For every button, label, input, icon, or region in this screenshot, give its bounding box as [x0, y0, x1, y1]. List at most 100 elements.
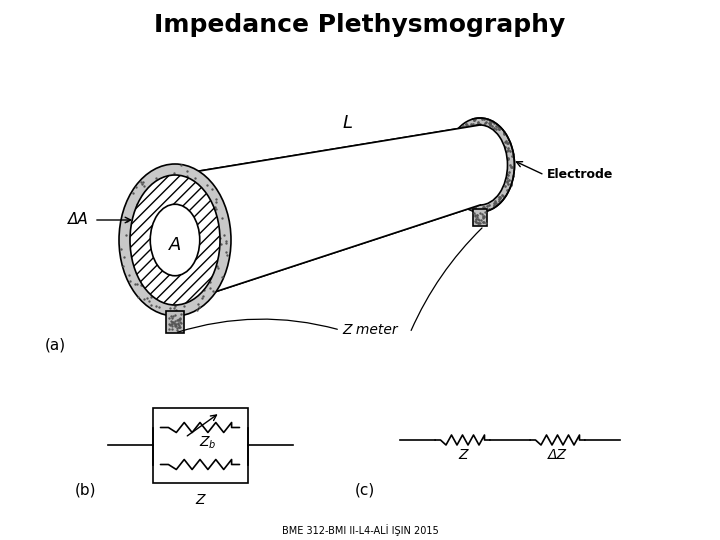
Point	[448, 147, 459, 156]
Point	[468, 116, 480, 124]
Point	[168, 312, 179, 320]
Point	[135, 178, 146, 186]
Point	[164, 321, 176, 329]
Text: Z: Z	[458, 448, 468, 462]
Point	[169, 310, 181, 319]
Point	[493, 125, 505, 133]
Point	[220, 248, 232, 256]
Point	[501, 170, 513, 179]
Point	[221, 251, 233, 259]
Point	[483, 119, 495, 127]
Point	[488, 198, 500, 207]
Point	[507, 172, 518, 180]
Point	[498, 192, 509, 201]
Point	[472, 213, 483, 221]
Point	[503, 171, 514, 179]
Point	[470, 206, 482, 215]
Point	[503, 154, 514, 163]
Point	[150, 301, 161, 310]
Point	[176, 161, 187, 170]
Point	[170, 321, 181, 330]
Point	[478, 204, 490, 213]
Point	[216, 273, 228, 282]
Point	[218, 231, 230, 239]
Point	[176, 309, 187, 318]
Point	[490, 197, 501, 205]
Point	[444, 143, 455, 151]
Point	[443, 154, 454, 163]
Point	[478, 203, 490, 212]
Point	[461, 121, 472, 130]
Point	[451, 136, 462, 145]
Point	[456, 192, 467, 201]
Point	[463, 202, 474, 211]
Point	[446, 167, 457, 176]
Point	[131, 200, 143, 209]
Point	[480, 219, 492, 227]
Point	[189, 174, 201, 183]
Point	[489, 199, 500, 207]
Point	[118, 253, 130, 261]
Point	[175, 319, 186, 327]
Point	[501, 173, 513, 182]
Point	[169, 321, 181, 330]
Point	[479, 218, 490, 227]
Point	[451, 190, 463, 198]
Point	[168, 319, 180, 327]
Point	[477, 202, 489, 211]
Point	[501, 138, 513, 147]
Point	[174, 316, 185, 325]
Point	[484, 116, 495, 125]
Point	[209, 203, 220, 212]
Point	[181, 167, 193, 176]
Point	[479, 114, 490, 123]
Point	[452, 128, 464, 137]
Point	[166, 318, 177, 327]
Ellipse shape	[150, 204, 199, 276]
Point	[460, 125, 472, 133]
Point	[503, 146, 514, 154]
Point	[499, 182, 510, 191]
Point	[472, 119, 484, 127]
Point	[443, 176, 454, 185]
Point	[444, 155, 456, 164]
Ellipse shape	[119, 164, 231, 316]
Point	[501, 147, 513, 156]
Point	[465, 120, 477, 129]
Point	[211, 261, 222, 270]
Point	[507, 150, 518, 158]
Point	[442, 173, 454, 182]
Point	[472, 218, 483, 227]
Point	[469, 115, 480, 124]
Point	[469, 120, 481, 129]
Bar	[166, 311, 184, 333]
Point	[207, 286, 219, 295]
Point	[472, 117, 484, 126]
Point	[485, 119, 496, 128]
Point	[503, 144, 514, 152]
Point	[210, 198, 222, 207]
Point	[449, 140, 461, 149]
Point	[471, 218, 482, 226]
Point	[477, 218, 489, 227]
Point	[453, 193, 464, 202]
Point	[469, 202, 480, 211]
Point	[447, 148, 459, 157]
Point	[125, 277, 136, 286]
Point	[494, 193, 505, 202]
Point	[469, 209, 480, 218]
Point	[204, 278, 215, 286]
Point	[500, 137, 512, 145]
Point	[441, 171, 452, 179]
Point	[145, 292, 157, 301]
Point	[490, 125, 502, 134]
Polygon shape	[175, 125, 480, 305]
Point	[499, 128, 510, 137]
Text: (b): (b)	[74, 483, 96, 497]
Point	[447, 148, 459, 157]
Point	[142, 293, 153, 302]
Point	[138, 181, 149, 190]
Point	[131, 280, 143, 288]
Point	[168, 304, 179, 313]
Point	[470, 218, 482, 226]
